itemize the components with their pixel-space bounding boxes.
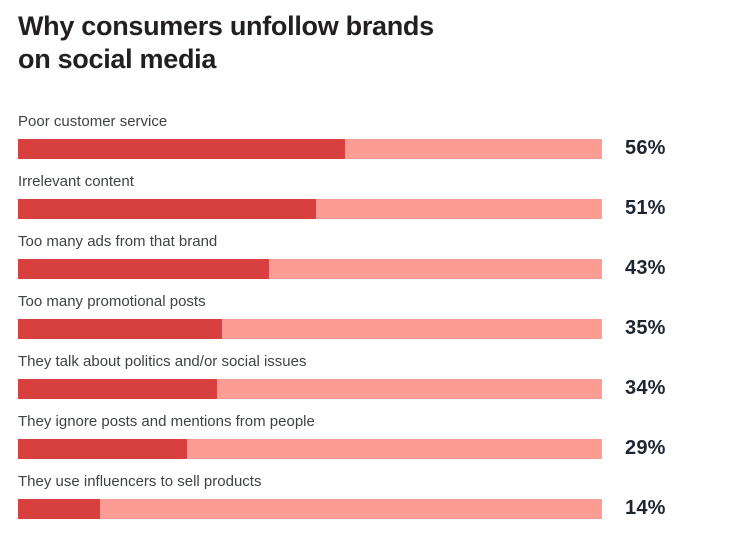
bar-value-label: 14% <box>625 497 666 519</box>
bar-track <box>18 198 602 219</box>
bar-fill <box>18 438 188 459</box>
bar-fill <box>18 258 270 279</box>
bar-row: Poor customer service 56% <box>18 113 730 160</box>
bar-line: 29% <box>18 437 730 460</box>
bar-category-label: Too many promotional posts <box>18 293 206 310</box>
bar-value-label: 35% <box>625 317 666 339</box>
bar-value-label: 43% <box>625 257 666 279</box>
chart-title-line2: on social media <box>18 44 217 74</box>
bar-track <box>18 438 602 459</box>
bar-line: 35% <box>18 317 730 340</box>
bar-track <box>18 378 602 399</box>
bar-fill <box>18 498 100 519</box>
bar-line: 34% <box>18 377 730 400</box>
bar-category-label: Poor customer service <box>18 113 168 130</box>
bar-value-label: 29% <box>625 437 666 459</box>
bar-category-label: They talk about politics and/or social i… <box>18 353 307 370</box>
unfollow-brands-chart: Why consumers unfollow brands on social m… <box>18 10 730 520</box>
chart-title-line1: Why consumers unfollow brands <box>18 11 434 41</box>
bar-fill <box>18 318 223 339</box>
bar-value-label: 56% <box>625 137 666 159</box>
bar-value-label: 51% <box>625 197 666 219</box>
bar-category-label: Irrelevant content <box>18 173 134 190</box>
bar-track <box>18 258 602 279</box>
bar-rows: Poor customer service 56% Irrelevant con… <box>18 113 730 520</box>
bar-category-label: They use influencers to sell products <box>18 473 262 490</box>
bar-fill <box>18 138 346 159</box>
bar-row: They ignore posts and mentions from peop… <box>18 413 730 460</box>
bar-row: Irrelevant content 51% <box>18 173 730 220</box>
bar-category-label: They ignore posts and mentions from peop… <box>18 413 315 430</box>
bar-row: Too many promotional posts 35% <box>18 293 730 340</box>
bar-category-label: Too many ads from that brand <box>18 233 218 250</box>
bar-track <box>18 318 602 339</box>
bar-line: 14% <box>18 497 730 520</box>
bar-row: They talk about politics and/or social i… <box>18 353 730 400</box>
bar-fill <box>18 198 316 219</box>
bar-line: 51% <box>18 197 730 220</box>
bar-track <box>18 138 602 159</box>
bar-line: 56% <box>18 137 730 160</box>
chart-title: Why consumers unfollow brands on social m… <box>18 10 730 76</box>
bar-line: 43% <box>18 257 730 280</box>
bar-row: They use influencers to sell products 14… <box>18 473 730 520</box>
bar-track <box>18 498 602 519</box>
bar-row: Too many ads from that brand 43% <box>18 233 730 280</box>
bar-fill <box>18 378 217 399</box>
bar-value-label: 34% <box>625 377 666 399</box>
